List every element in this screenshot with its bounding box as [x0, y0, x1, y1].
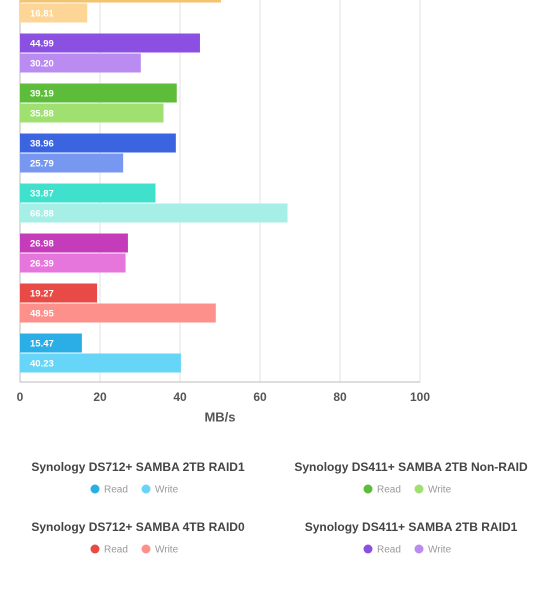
legend-dot: [414, 544, 424, 554]
legend-dot: [363, 544, 373, 554]
legend-label: Read: [377, 545, 401, 556]
value-label: 35.88: [30, 109, 54, 120]
legend-label: Write: [155, 485, 179, 496]
bar: [20, 83, 177, 103]
bar: [20, 333, 82, 353]
legend-dot: [90, 484, 100, 494]
x-tick-label: 60: [253, 390, 267, 404]
bar: [20, 283, 98, 303]
legend-dot: [414, 484, 424, 494]
bar: [20, 0, 221, 3]
x-axis-label: MB/s: [204, 409, 235, 424]
bar: [20, 103, 164, 123]
bar: [20, 233, 128, 253]
bar: [20, 253, 126, 273]
bar: [20, 133, 176, 153]
x-tick-label: 80: [333, 390, 347, 404]
legend-label: Write: [428, 485, 452, 496]
legend-label: Write: [155, 545, 179, 556]
bar: [20, 153, 124, 173]
bar: [20, 353, 181, 373]
value-label: 44.99: [30, 39, 54, 50]
legend-label: Read: [104, 545, 128, 556]
value-label: 19.27: [30, 289, 54, 300]
value-label: 39.19: [30, 89, 54, 100]
bar: [20, 303, 216, 323]
value-label: 38.96: [30, 139, 54, 150]
value-label: 48.95: [30, 309, 54, 320]
value-label: 26.98: [30, 239, 54, 250]
legend-name: Synology DS411+ SAMBA 2TB RAID1: [305, 520, 518, 534]
value-label: 66.88: [30, 209, 54, 220]
x-tick-label: 40: [173, 390, 187, 404]
legend-label: Read: [377, 485, 401, 496]
bar: [20, 53, 141, 73]
legend-name: Synology DS411+ SAMBA 2TB Non-RAID: [294, 460, 528, 474]
value-label: 40.23: [30, 359, 54, 370]
value-label: 26.39: [30, 259, 54, 270]
legend-name: Synology DS712+ SAMBA 2TB RAID1: [31, 460, 245, 474]
x-tick-label: 20: [93, 390, 107, 404]
legend-label: Write: [428, 545, 452, 556]
legend-dot: [90, 544, 100, 554]
value-label: 15.47: [30, 339, 54, 350]
bar: [20, 3, 88, 23]
x-tick-label: 100: [410, 390, 430, 404]
value-label: 25.79: [30, 159, 54, 170]
legend-label: Read: [104, 485, 128, 496]
value-label: 16.81: [30, 9, 54, 20]
legend-dot: [141, 484, 151, 494]
bar: [20, 183, 156, 203]
x-tick-label: 0: [17, 390, 24, 404]
legend-dot: [141, 544, 151, 554]
bar: [20, 203, 288, 223]
legend-name: Synology DS712+ SAMBA 4TB RAID0: [31, 520, 245, 534]
value-label: 33.87: [30, 189, 54, 200]
value-label: 30.20: [30, 59, 54, 70]
legend-dot: [363, 484, 373, 494]
bar: [20, 33, 200, 53]
